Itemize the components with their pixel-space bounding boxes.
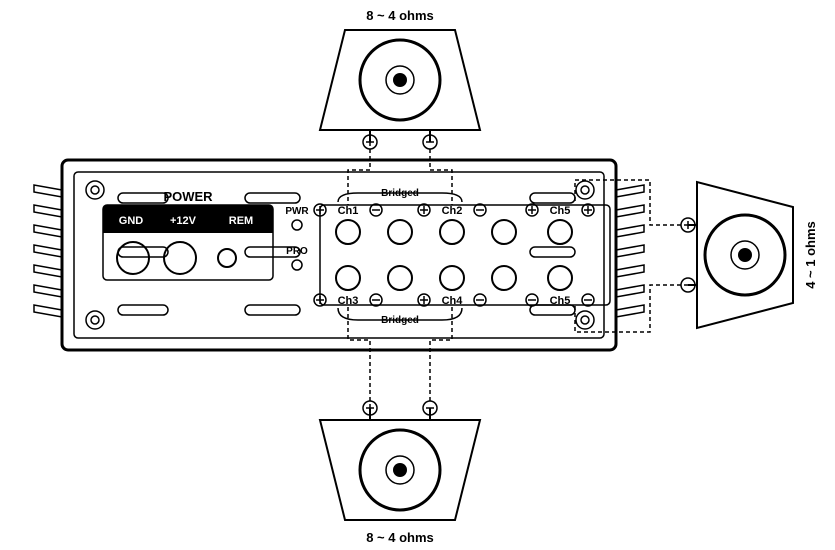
- power-title: POWER: [163, 189, 213, 204]
- screw: [86, 181, 104, 199]
- heatsink-fin: [34, 285, 62, 297]
- speaker-right: [697, 182, 793, 328]
- channel-label: Ch5: [550, 205, 571, 217]
- wiring-diagram: POWER GND +12V REM PWR PRO Ch1 Ch2 Ch5 Bridged Ch3…: [0, 0, 835, 550]
- vent-slot: [118, 305, 168, 315]
- heatsink-fin: [616, 305, 644, 317]
- speaker-label: 8 ~ 4 ohms: [366, 530, 434, 545]
- power-label: GND: [119, 215, 144, 227]
- wire: [430, 149, 452, 205]
- speaker-top: [320, 30, 480, 130]
- vent-slot: [245, 305, 300, 315]
- led-label: PRO: [286, 246, 308, 257]
- heatsink-fin: [616, 205, 644, 217]
- heatsink-fin: [616, 185, 644, 197]
- wire: [575, 180, 681, 225]
- vent-slot: [118, 193, 168, 203]
- amp-body: [62, 160, 616, 350]
- heatsink-fin: [34, 245, 62, 257]
- vent-slot: [530, 193, 575, 203]
- speaker-bottom: [320, 420, 480, 520]
- heatsink-fin: [616, 245, 644, 257]
- channel-block: [320, 205, 610, 305]
- speaker-label: 4 ~ 1 ohms: [803, 221, 818, 289]
- channel-label: Ch2: [442, 205, 463, 217]
- heatsink-fin: [34, 225, 62, 237]
- vent-slot: [245, 193, 300, 203]
- led-label: PWR: [285, 206, 309, 217]
- led: [292, 220, 302, 230]
- channel-label: Ch5: [550, 295, 571, 307]
- vent-slot: [530, 247, 575, 257]
- heatsink-fin: [616, 285, 644, 297]
- bridged-label: Bridged: [381, 188, 419, 199]
- power-label: +12V: [170, 215, 197, 227]
- vent-slot: [118, 247, 168, 257]
- channel-label: Ch4: [442, 295, 464, 307]
- screw: [86, 311, 104, 329]
- bridged-label: Bridged: [381, 315, 419, 326]
- channel-label: Ch1: [338, 205, 359, 217]
- heatsink-fin: [34, 305, 62, 317]
- heatsink-fin: [616, 225, 644, 237]
- heatsink-fin: [34, 185, 62, 197]
- led: [292, 260, 302, 270]
- heatsink-fin: [34, 265, 62, 277]
- power-label: REM: [229, 215, 253, 227]
- screw: [576, 311, 594, 329]
- wire: [348, 149, 370, 205]
- speaker-label: 8 ~ 4 ohms: [366, 8, 434, 23]
- heatsink-fin: [616, 265, 644, 277]
- heatsink-fin: [34, 205, 62, 217]
- screw: [576, 181, 594, 199]
- channel-label: Ch3: [338, 295, 359, 307]
